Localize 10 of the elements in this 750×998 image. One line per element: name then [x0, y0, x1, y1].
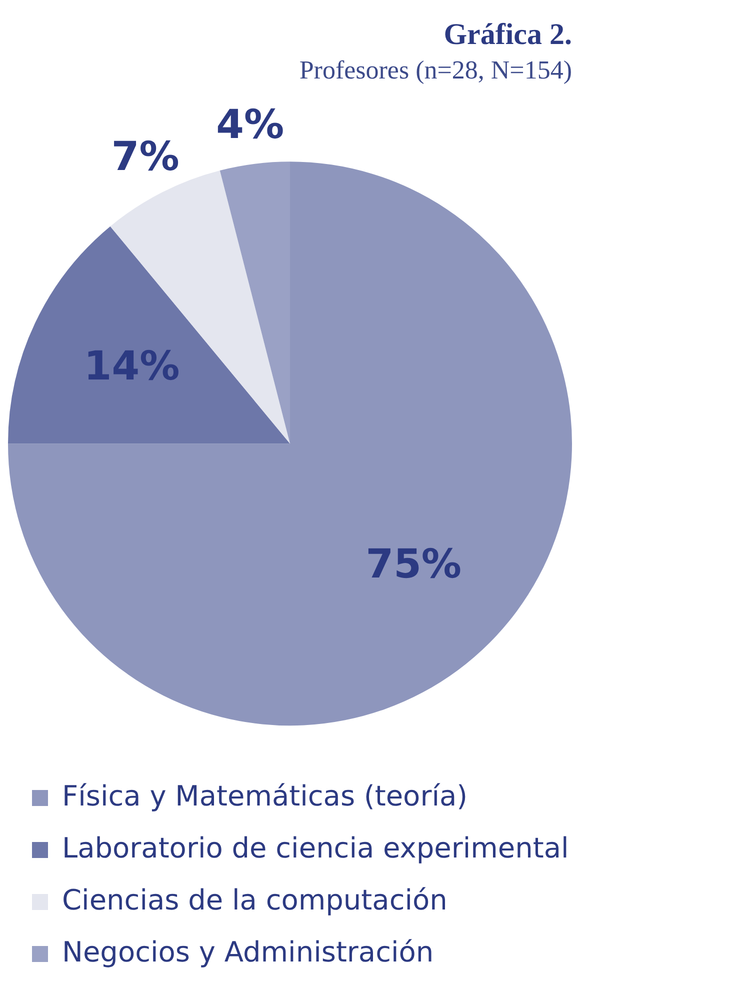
- data-label: 7%: [111, 134, 180, 180]
- chart-subtitle: Profesores (n=28, N=154): [299, 55, 572, 84]
- legend-label: Laboratorio de ciencia experimental: [62, 831, 569, 864]
- legend-label: Ciencias de la computación: [62, 883, 448, 916]
- data-label: 75%: [366, 542, 462, 588]
- legend-label: Física y Matemáticas (teoría): [62, 779, 468, 812]
- data-label: 14%: [84, 344, 180, 390]
- chart-title: Gráfica 2.: [444, 18, 572, 51]
- data-label: 4%: [216, 102, 284, 148]
- legend-label: Negocios y Administración: [62, 935, 434, 968]
